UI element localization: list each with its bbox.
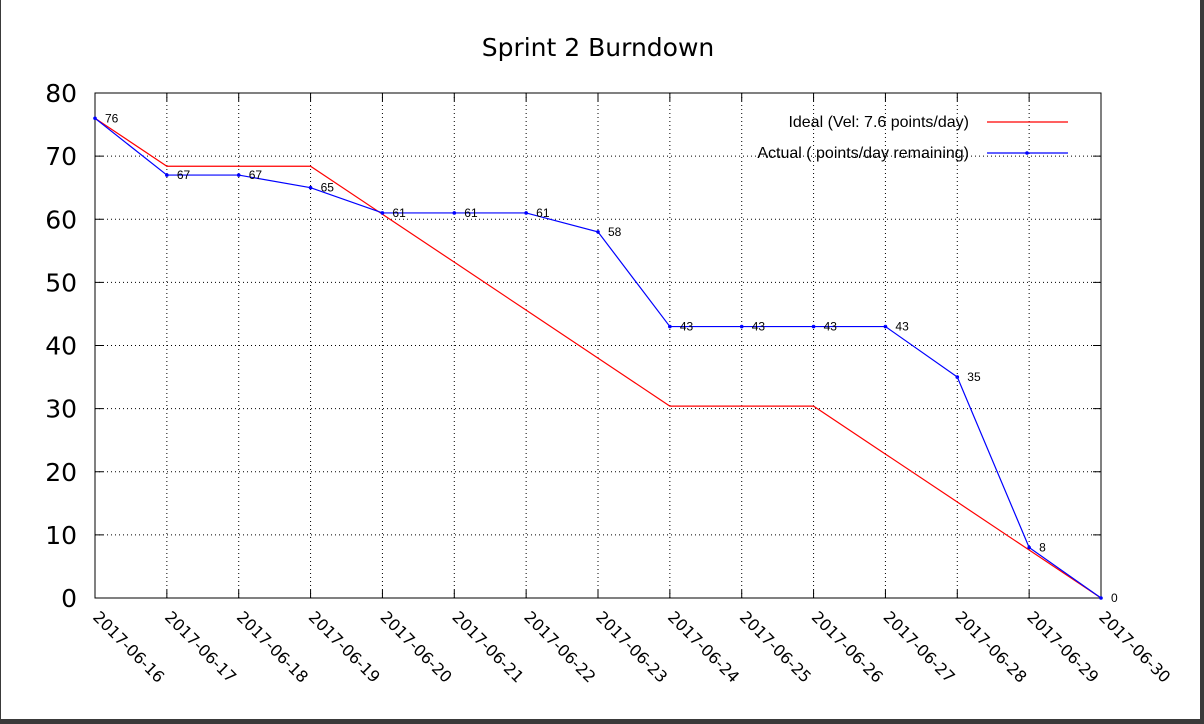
x-tick-label: 2017-06-20 <box>377 607 456 686</box>
x-tick-label: 2017-06-27 <box>880 607 959 686</box>
x-tick-label: 2017-06-19 <box>305 607 384 686</box>
data-point <box>596 230 600 234</box>
x-tick-label: 2017-06-22 <box>520 607 599 686</box>
chart-title: Sprint 2 Burndown <box>482 33 715 62</box>
x-tick-label: 2017-06-25 <box>736 607 815 686</box>
data-point <box>93 116 97 121</box>
data-label: 61 <box>536 206 550 220</box>
data-point <box>811 324 816 329</box>
data-label: 76 <box>105 111 119 125</box>
data-label: 67 <box>249 168 263 182</box>
data-labels: 76 67 67 65 61 61 61 58 43 43 43 43 35 8 0 <box>105 111 1118 605</box>
data-label: 35 <box>967 370 981 384</box>
legend-label-actual: Actual ( points/day remaining) <box>757 145 969 162</box>
x-tick-label: 2017-06-18 <box>233 607 312 686</box>
data-label: 65 <box>321 181 335 195</box>
data-label: 43 <box>895 320 909 334</box>
data-label: 43 <box>752 320 766 334</box>
x-tick-label: 2017-06-24 <box>664 607 743 686</box>
data-label: 43 <box>824 320 838 334</box>
data-point <box>739 324 744 329</box>
data-label: 61 <box>464 206 478 220</box>
x-tick-label: 2017-06-21 <box>448 607 527 686</box>
data-point <box>668 324 672 329</box>
grid-lines <box>95 93 1101 598</box>
x-tick-label: 2017-06-28 <box>951 607 1030 686</box>
data-point <box>883 324 888 329</box>
data-point <box>1099 596 1103 600</box>
data-point <box>308 185 313 190</box>
data-point <box>236 173 241 177</box>
x-tick-label: 2017-06-30 <box>1095 607 1174 686</box>
data-point <box>955 375 960 379</box>
data-label: 8 <box>1039 541 1046 555</box>
y-tick-label: 80 <box>45 79 77 108</box>
series-line-ideal <box>94 117 1102 599</box>
data-point <box>1027 545 1031 550</box>
y-tick-label: 10 <box>45 521 77 550</box>
legend-marker <box>1025 151 1029 155</box>
y-tick-label: 20 <box>45 458 77 487</box>
y-tick-label: 0 <box>61 584 77 613</box>
y-axis: 0 10 20 30 40 50 60 70 80 <box>45 79 1101 613</box>
legend-label-ideal: Ideal (Vel: 7.6 points/day) <box>788 114 969 131</box>
data-label: 43 <box>680 320 694 334</box>
data-label: 61 <box>392 206 406 220</box>
y-tick-label: 40 <box>45 332 77 361</box>
data-point <box>380 211 385 215</box>
data-label: 67 <box>177 168 191 182</box>
x-tick-label: 2017-06-16 <box>89 607 168 686</box>
legend: Ideal (Vel: 7.6 points/day) Actual ( poin… <box>757 114 1068 162</box>
data-label: 58 <box>608 225 622 239</box>
x-tick-label: 2017-06-26 <box>808 607 887 686</box>
x-tick-label: 2017-06-23 <box>592 607 671 686</box>
data-label: 0 <box>1111 591 1118 605</box>
x-tick-label: 2017-06-17 <box>161 607 240 686</box>
data-point <box>524 211 528 215</box>
x-tick-label: 2017-06-29 <box>1023 607 1102 686</box>
y-tick-label: 60 <box>45 205 77 234</box>
data-point <box>452 211 457 215</box>
y-tick-label: 50 <box>45 268 77 297</box>
y-tick-label: 70 <box>45 142 77 171</box>
series-lines <box>93 116 1103 600</box>
y-tick-label: 30 <box>45 395 77 424</box>
data-point <box>165 173 169 177</box>
